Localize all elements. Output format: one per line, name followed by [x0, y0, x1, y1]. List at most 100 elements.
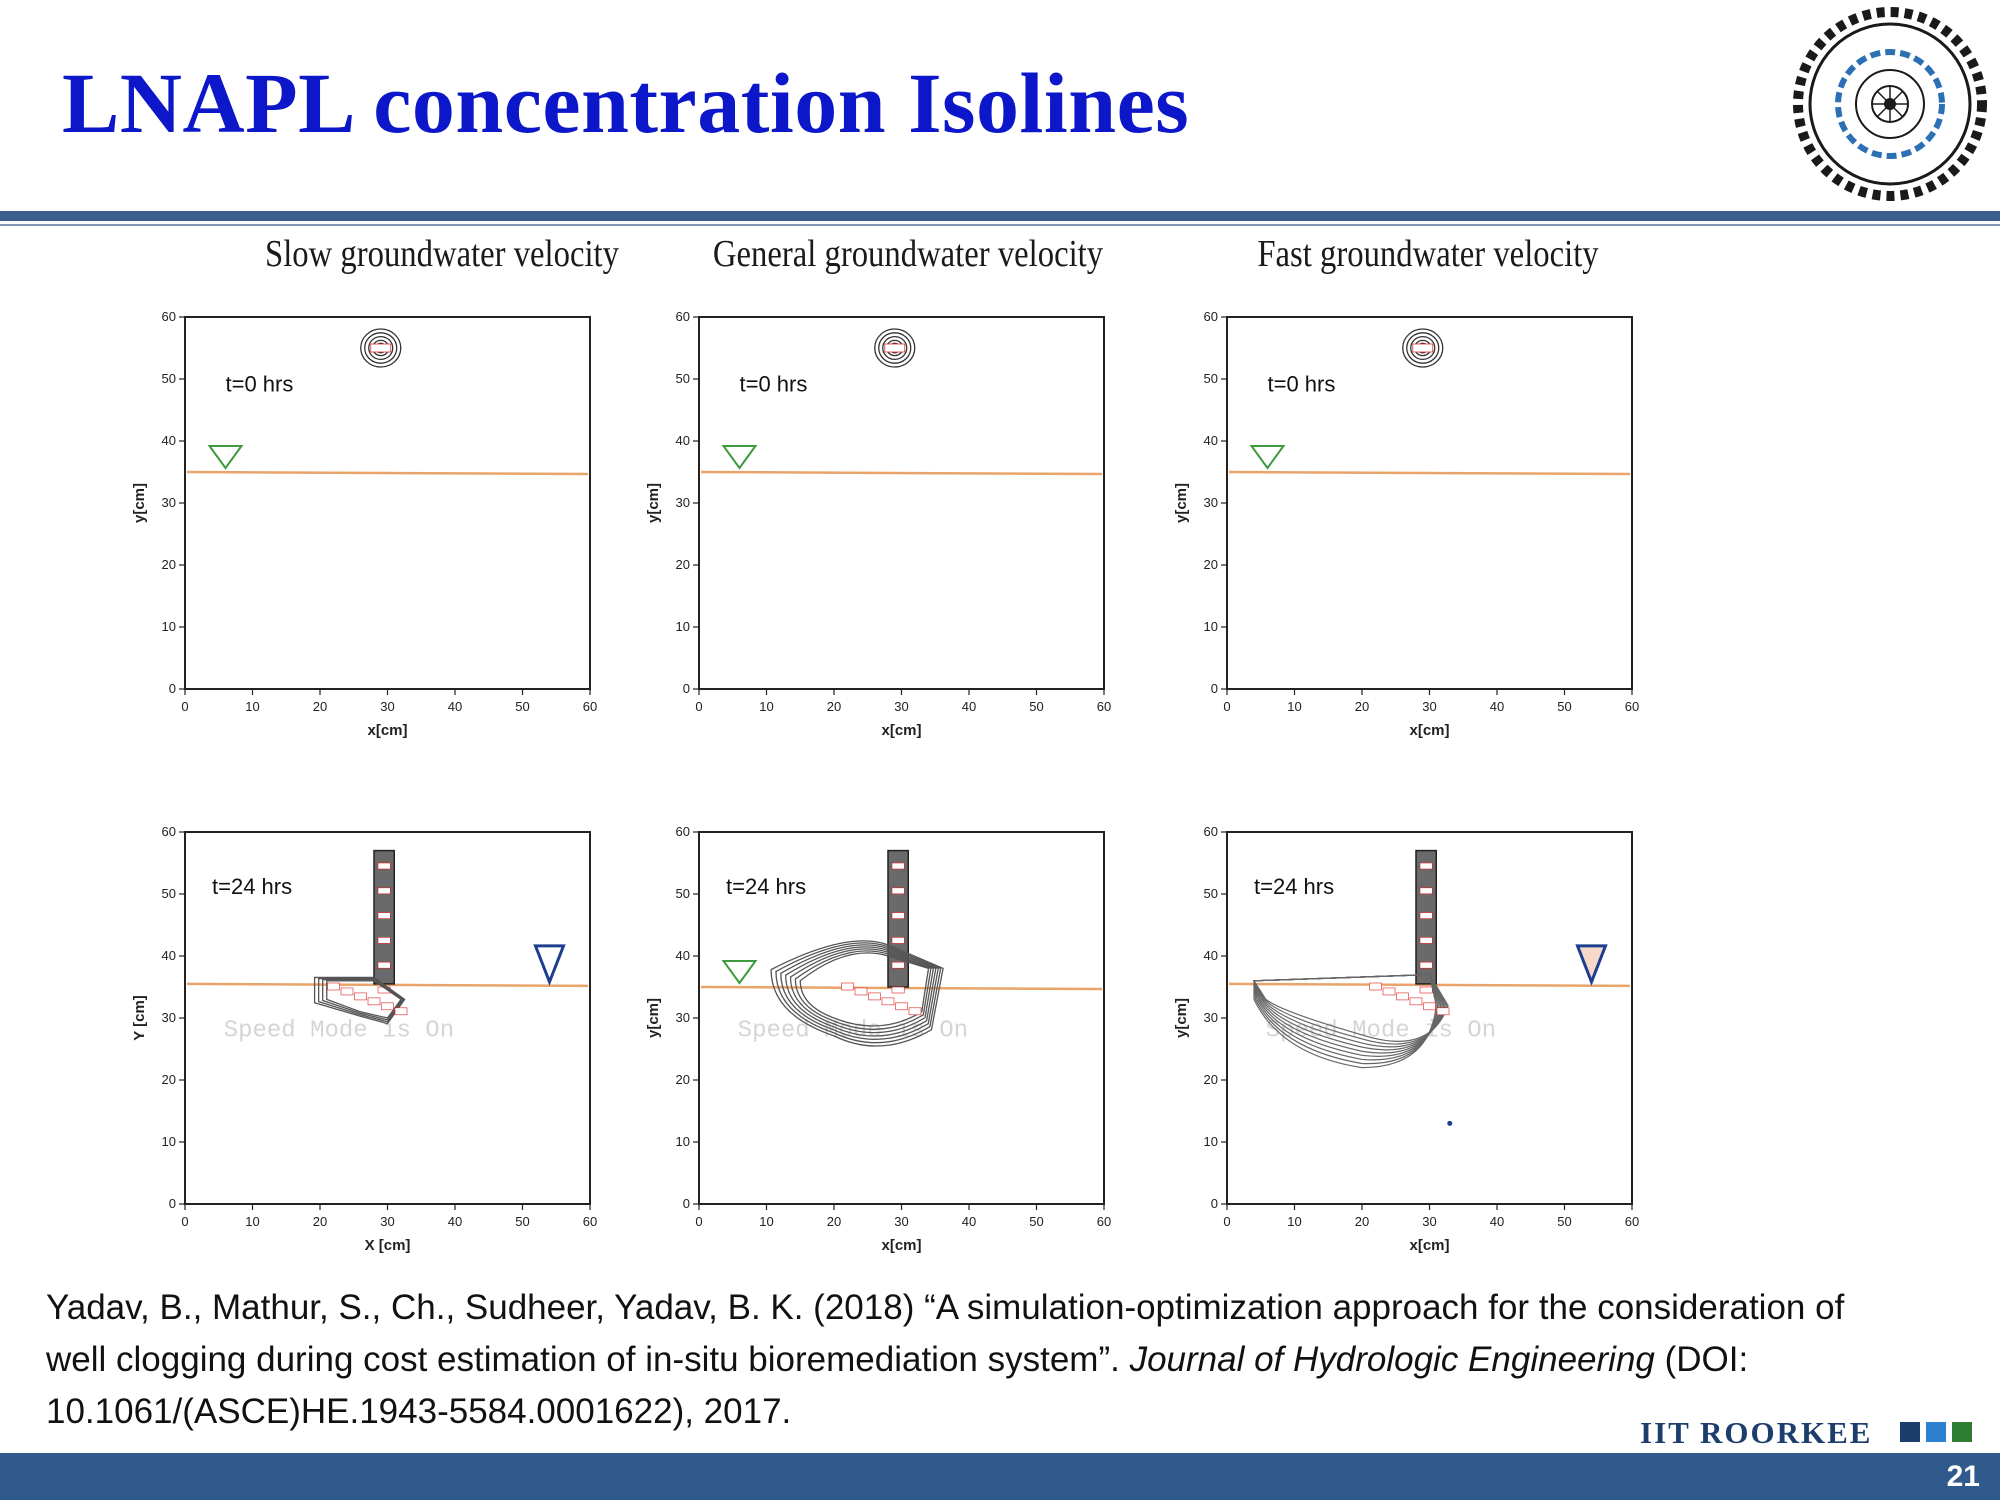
y-axis-label: y[cm]: [645, 483, 662, 523]
y-tick-label: 10: [162, 619, 176, 634]
contour-label: [1396, 992, 1409, 1001]
isoline: [1253, 973, 1442, 1057]
x-tick-label: 10: [759, 699, 773, 714]
plot-general-t0: 0 10 20 30 40 50 60 0 10 20 30 40 50 60 x[cm] y[cm] t=0 …: [645, 309, 1111, 739]
citation-text: Yadav, B., Mathur, S., Ch., Sudheer, Yad…: [46, 1288, 1845, 1379]
y-tick-label: 0: [1211, 681, 1218, 696]
y-tick-label: 60: [162, 309, 176, 324]
contour-label: [1419, 862, 1433, 870]
water-table-line: [1228, 982, 1631, 988]
water-table-icon: [533, 944, 566, 987]
source-contour: [882, 335, 908, 361]
y-tick-label: 50: [1204, 886, 1218, 901]
x-tick-label: 40: [962, 699, 976, 714]
water-table-line: [186, 982, 589, 988]
y-tick-label: 30: [162, 495, 176, 510]
source-contour: [1410, 335, 1436, 361]
isoline: [1252, 973, 1448, 1045]
x-tick-label: 40: [1490, 1214, 1504, 1229]
y-tick-label: 30: [1204, 495, 1218, 510]
contour-label: [891, 887, 905, 895]
x-tick-label: 0: [695, 1214, 702, 1229]
contour-label: [868, 992, 881, 1001]
y-tick-label: 0: [683, 1196, 690, 1211]
x-axis-label: x[cm]: [1409, 1237, 1449, 1254]
brand-square-icon: [1900, 1422, 1920, 1442]
x-tick-label: 0: [181, 699, 188, 714]
x-tick-label: 0: [181, 1214, 188, 1229]
contour-label: [327, 982, 340, 991]
time-annotation: t=0 hrs: [740, 371, 808, 396]
contour-label: [891, 912, 905, 919]
x-axis-label: x[cm]: [1409, 722, 1449, 739]
y-axis-label: Y [cm]: [131, 995, 148, 1041]
plot-fast-t0: 0 10 20 30 40 50 60 0 10 20 30 40 50 60 x[cm] y[cm] t=0 …: [1173, 309, 1639, 739]
y-tick-label: 10: [1204, 1134, 1218, 1149]
time-annotation: t=0 hrs: [1268, 371, 1336, 396]
y-tick-label: 60: [162, 824, 176, 839]
y-tick-label: 10: [1204, 619, 1218, 634]
x-tick-label: 50: [1029, 1214, 1043, 1229]
y-tick-label: 40: [676, 948, 690, 963]
source-contour: [878, 332, 912, 364]
contour-label: [1382, 987, 1396, 996]
y-tick-label: 60: [1204, 824, 1218, 839]
isoline: [1253, 973, 1446, 1048]
y-axis-label: y[cm]: [1173, 998, 1190, 1038]
water-table-icon: [1575, 944, 1608, 987]
contour-label: [377, 961, 391, 969]
x-tick-label: 30: [1422, 699, 1436, 714]
y-tick-label: 40: [162, 948, 176, 963]
x-tick-label: 40: [1490, 699, 1504, 714]
y-tick-label: 10: [162, 1134, 176, 1149]
x-tick-label: 50: [1557, 699, 1571, 714]
isoline: [326, 980, 402, 1019]
x-axis-label: x[cm]: [367, 722, 407, 739]
contour-label: [340, 987, 354, 996]
y-tick-label: 60: [676, 824, 690, 839]
plot-slow-t0: 0 10 20 30 40 50 60 0 10 20 30 40 50 60 x[cm] y[cm] t=0 …: [131, 309, 597, 739]
contour-label: [1419, 961, 1433, 969]
column-title-fast: Fast groundwater velocity: [1257, 233, 1599, 275]
isoline: [794, 950, 932, 1030]
water-table-line: [1228, 470, 1631, 476]
x-tick-label: 20: [1355, 699, 1369, 714]
isoline: [785, 946, 937, 1037]
brand-square-icon: [1952, 1422, 1972, 1442]
contour-label: [1423, 1002, 1436, 1011]
y-tick-label: 50: [162, 886, 176, 901]
y-tick-label: 20: [676, 1072, 690, 1087]
x-tick-label: 30: [380, 1214, 394, 1229]
y-tick-label: 50: [1204, 371, 1218, 386]
y-tick-label: 20: [162, 557, 176, 572]
contour-label: [381, 1002, 394, 1011]
x-tick-label: 20: [313, 699, 327, 714]
contour-label: [908, 1007, 922, 1016]
x-tick-label: 20: [313, 1214, 327, 1229]
column-title-slow: Slow groundwater velocity: [265, 233, 619, 275]
x-tick-label: 10: [245, 1214, 259, 1229]
y-tick-label: 40: [676, 433, 690, 448]
contour-label: [884, 343, 906, 353]
x-tick-label: 60: [1625, 1214, 1639, 1229]
x-tick-label: 30: [380, 699, 394, 714]
brand-square-icon: [1926, 1422, 1946, 1442]
x-tick-label: 60: [583, 1214, 597, 1229]
contour-label: [1419, 912, 1433, 919]
isoline: [322, 979, 404, 1021]
x-tick-label: 20: [827, 1214, 841, 1229]
x-tick-label: 40: [448, 1214, 462, 1229]
water-table-icon: [721, 960, 758, 985]
contour-label: [367, 997, 381, 1006]
isoline: [1252, 973, 1449, 1042]
isoline: [780, 944, 939, 1040]
y-tick-label: 0: [1211, 1196, 1218, 1211]
header-rule-thin: [0, 224, 2000, 226]
contour-label: [891, 862, 905, 870]
contour-label: [377, 912, 391, 919]
isoline: [313, 976, 406, 1025]
isoline: [775, 942, 942, 1044]
x-tick-label: 30: [894, 699, 908, 714]
x-tick-label: 0: [695, 699, 702, 714]
x-axis-label: x[cm]: [881, 1237, 921, 1254]
